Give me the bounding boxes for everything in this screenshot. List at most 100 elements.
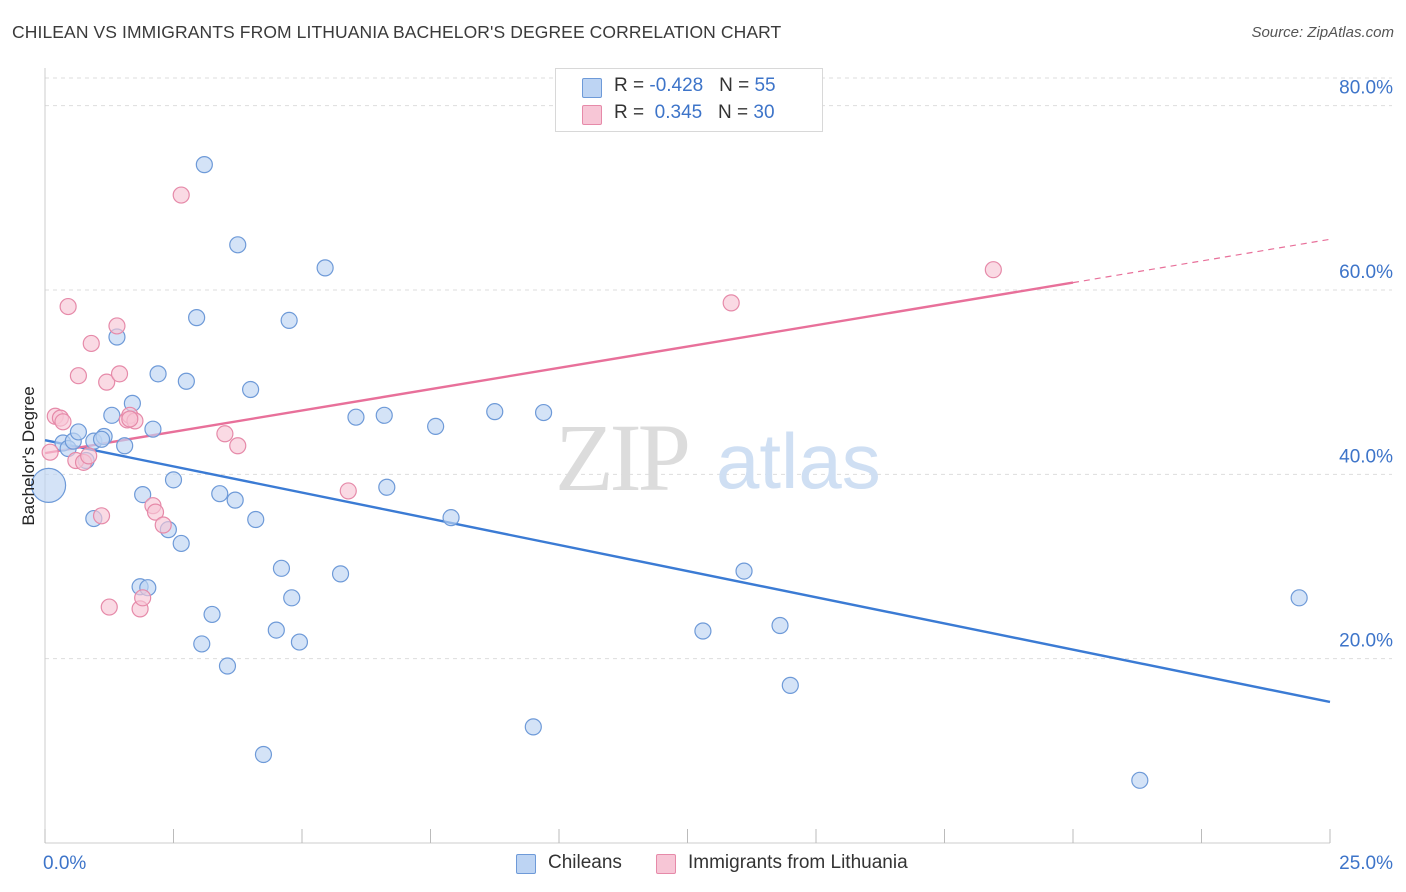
legend-swatch-blue bbox=[516, 854, 536, 874]
lithuania-trend-extension bbox=[1072, 238, 1331, 284]
x-tick-label: 25.0% bbox=[1339, 853, 1393, 874]
chilean-point bbox=[694, 622, 712, 640]
legend-r-value: 0.345 bbox=[649, 102, 703, 123]
chilean-point bbox=[211, 485, 229, 503]
chilean-point bbox=[229, 236, 247, 254]
lithuania-point bbox=[229, 437, 247, 455]
legend-swatch-blue bbox=[582, 78, 602, 98]
chilean-point bbox=[283, 589, 301, 607]
chilean-point bbox=[486, 403, 504, 421]
chilean-point bbox=[177, 372, 195, 390]
chilean-point bbox=[188, 309, 206, 327]
chilean-point bbox=[735, 562, 753, 580]
lithuania-point bbox=[722, 294, 740, 312]
chilean-point bbox=[172, 534, 190, 553]
chilean-point bbox=[1131, 771, 1149, 789]
watermark-atlas: atlas bbox=[716, 417, 881, 505]
lithuania-point bbox=[154, 516, 172, 534]
legend-row-chileans: R = -0.428 N = 55 bbox=[582, 75, 776, 101]
chilean-point bbox=[1290, 589, 1308, 607]
chilean-point bbox=[144, 420, 162, 438]
legend-r-label: R = bbox=[614, 102, 650, 123]
legend-row-lithuania: R = 0.345 N = 30 bbox=[582, 102, 775, 128]
legend-swatch-pink bbox=[656, 854, 676, 874]
legend-n-label: N = bbox=[718, 102, 754, 123]
chilean-point bbox=[331, 565, 350, 583]
lithuania-point bbox=[216, 425, 234, 443]
y-tick-label: 80.0% bbox=[1339, 78, 1393, 99]
chilean-point bbox=[427, 417, 445, 435]
chilean-point bbox=[164, 471, 183, 489]
chilean-point bbox=[442, 509, 460, 527]
legend-n-value: 55 bbox=[754, 75, 776, 96]
legend-r-label: R = bbox=[614, 75, 650, 96]
lithuania-point bbox=[54, 413, 72, 431]
data-points bbox=[30, 156, 1308, 789]
lithuania-point bbox=[82, 334, 100, 353]
grid-lines bbox=[45, 77, 1392, 660]
chilean-point bbox=[524, 718, 542, 736]
chart-title: CHILEAN VS IMMIGRANTS FROM LITHUANIA BAC… bbox=[12, 22, 782, 42]
lithuania-point bbox=[59, 297, 77, 316]
lithuania-point bbox=[134, 589, 152, 607]
chilean-point bbox=[116, 437, 134, 455]
chilean-point bbox=[134, 486, 152, 504]
chilean-point bbox=[218, 657, 237, 675]
chilean-point bbox=[378, 478, 396, 496]
y-tick-label: 60.0% bbox=[1339, 262, 1393, 283]
chilean-point bbox=[290, 633, 309, 651]
lithuania-point bbox=[984, 261, 1002, 279]
y-tick-label: 40.0% bbox=[1339, 446, 1393, 467]
chilean-point bbox=[226, 491, 244, 509]
lithuania-point bbox=[121, 410, 139, 428]
chilean-point bbox=[272, 559, 291, 577]
lithuania-point bbox=[172, 186, 190, 204]
lithuania-point bbox=[339, 482, 357, 500]
lithuania-point bbox=[80, 447, 98, 465]
lithuania-point bbox=[98, 373, 116, 391]
lithuania-trend-line bbox=[44, 281, 1074, 455]
y-tick-label: 20.0% bbox=[1339, 631, 1393, 652]
watermark: ZIP atlas bbox=[555, 404, 881, 511]
lithuania-point bbox=[41, 443, 59, 461]
lithuania-point bbox=[108, 317, 126, 335]
chilean-point bbox=[316, 259, 334, 277]
chilean-point bbox=[280, 311, 298, 330]
chilean-point bbox=[267, 621, 285, 639]
legend-label: Chileans bbox=[548, 852, 622, 873]
trend-lines bbox=[44, 238, 1331, 704]
chilean-point bbox=[69, 423, 88, 441]
chilean-point bbox=[195, 156, 213, 174]
chilean-point bbox=[247, 510, 265, 529]
lithuania-point bbox=[100, 598, 118, 616]
chilean-point bbox=[771, 616, 789, 635]
stats-legend: R = -0.428 N = 55 R = 0.345 N = 30 bbox=[555, 68, 823, 132]
chilean-point bbox=[242, 380, 260, 399]
chilean-point bbox=[149, 365, 167, 383]
chilean-point bbox=[92, 430, 111, 448]
lithuania-point bbox=[146, 503, 165, 521]
chilean-point bbox=[534, 403, 553, 422]
legend-label: Immigrants from Lithuania bbox=[688, 852, 908, 873]
chilean-point bbox=[30, 467, 67, 503]
legend-n-value: 30 bbox=[753, 102, 775, 123]
chilean-point bbox=[254, 745, 273, 764]
lithuania-point bbox=[110, 365, 129, 383]
y-axis-title: Bachelor's Degree bbox=[19, 386, 38, 525]
chilean-point bbox=[781, 676, 799, 694]
chilean-point bbox=[375, 406, 393, 424]
legend-r-value: -0.428 bbox=[649, 75, 704, 96]
chilean-point bbox=[193, 635, 211, 653]
chilean-trend-line bbox=[44, 439, 1331, 704]
chilean-point bbox=[203, 605, 221, 624]
lithuania-point bbox=[92, 507, 111, 525]
watermark-zip: ZIP bbox=[555, 404, 688, 511]
legend-n-label: N = bbox=[719, 75, 755, 96]
x-tick-label: 0.0% bbox=[43, 853, 86, 874]
axes bbox=[44, 68, 1331, 844]
lithuania-point bbox=[69, 367, 88, 385]
legend-swatch-pink bbox=[582, 105, 602, 125]
chilean-point bbox=[103, 406, 121, 424]
source-label: Source: ZipAtlas.com bbox=[1251, 24, 1394, 41]
